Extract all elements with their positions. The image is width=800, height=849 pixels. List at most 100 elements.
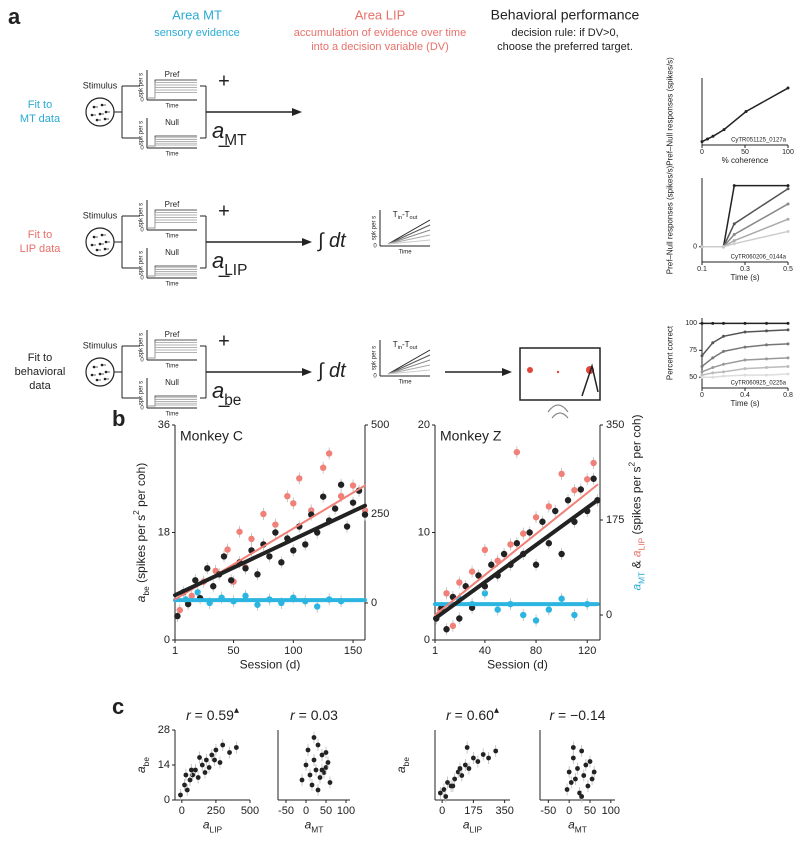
data-point [577, 486, 585, 493]
text-part: MT [311, 825, 323, 835]
mini-plot-zero: 0 [140, 228, 144, 234]
data-point [224, 546, 231, 553]
data-point [552, 507, 559, 515]
data-point [732, 184, 736, 188]
data-point [566, 769, 572, 775]
data-point [305, 747, 311, 753]
mini-plot-xlabel: Time [165, 234, 179, 240]
mini-plot-ylabel: spk per s [372, 346, 378, 370]
x-tick-label: 0 [439, 805, 445, 817]
panel-label: c [112, 694, 124, 719]
data-point [520, 611, 527, 619]
x-tick-label: 175 [464, 805, 482, 817]
trace [147, 222, 197, 229]
header-subtitle: decision rule: if DV>0, [511, 27, 618, 39]
data-point [700, 140, 704, 144]
hand [547, 404, 569, 419]
data-point [325, 450, 333, 457]
data-point [212, 757, 217, 763]
data-point [493, 748, 499, 754]
y-axis-label: Percent correct [666, 325, 675, 380]
row-label: data [29, 380, 51, 392]
data-line [701, 357, 789, 373]
data-point [579, 748, 585, 754]
data-point [470, 755, 476, 761]
text-part: MT [575, 825, 587, 835]
data-point [272, 521, 279, 528]
mini-plot-xlabel: Time [165, 152, 179, 158]
data-point [213, 747, 219, 753]
mini-plot-xlabel: Time [165, 412, 179, 418]
text-part: a [568, 817, 575, 831]
text-part: = 0.03 [295, 707, 338, 723]
mini-plot-label: Null [165, 378, 179, 387]
data-point [178, 792, 183, 798]
data-point [743, 330, 747, 334]
data-point [786, 86, 790, 90]
data-point [480, 752, 486, 757]
data-point [494, 606, 501, 613]
data-point [545, 606, 553, 613]
data-point [706, 137, 710, 141]
data-point [187, 777, 193, 783]
data-point [722, 349, 725, 353]
data-point [700, 354, 704, 358]
sign: + [218, 330, 230, 352]
y-axis-label: abe (spikes per s2 per coh) [131, 463, 151, 602]
y-tick-label: 14 [158, 759, 170, 771]
data-point [711, 321, 715, 325]
text-part: r [290, 707, 296, 723]
data-point [452, 776, 458, 782]
data-point [311, 757, 317, 763]
data-point [786, 342, 790, 346]
arrow-head [502, 368, 512, 376]
trace [147, 274, 197, 277]
mini-plot-zero: 0 [373, 244, 377, 250]
mini-plot-ylabel: spk per s [372, 216, 378, 240]
data-line [701, 87, 789, 143]
data-point [581, 773, 587, 778]
arrow-head [292, 108, 302, 116]
x-tick-label: 100 [602, 805, 620, 817]
text-part: -T [402, 210, 410, 219]
data-point [462, 762, 468, 768]
data-point [450, 783, 456, 789]
target [527, 367, 533, 373]
data-point [573, 776, 578, 782]
data-point [349, 482, 357, 489]
arrow-head [302, 368, 312, 376]
data-point [765, 321, 768, 325]
data-point [311, 735, 317, 740]
data-point [700, 370, 704, 374]
x-tick-label: 0 [303, 805, 309, 817]
fit-line [173, 503, 367, 598]
data-point [786, 187, 790, 191]
data-point [520, 530, 527, 537]
data-point [309, 782, 315, 788]
data-point [319, 767, 325, 773]
text-part: T [393, 210, 398, 219]
mini-plot-xlabel: Time [398, 380, 412, 386]
data-point [571, 611, 578, 619]
trace [387, 364, 431, 375]
data-point [266, 553, 273, 560]
data-point [786, 364, 790, 368]
data-point [192, 577, 199, 584]
data-point [722, 128, 726, 132]
data-point [743, 373, 747, 377]
data-point [313, 767, 319, 773]
data-point [199, 762, 205, 768]
data-point [743, 345, 747, 349]
x-tick-label: 350 [495, 805, 513, 817]
x-axis-label: aLIP [203, 817, 223, 834]
data-point [589, 776, 595, 782]
mini-plot-zero: 0 [140, 406, 144, 412]
data-point [197, 755, 202, 760]
x-tick-label: 100 [782, 149, 794, 156]
data-point [319, 493, 327, 500]
data-point [545, 540, 553, 547]
data-point [786, 202, 790, 206]
data-point [315, 742, 321, 748]
